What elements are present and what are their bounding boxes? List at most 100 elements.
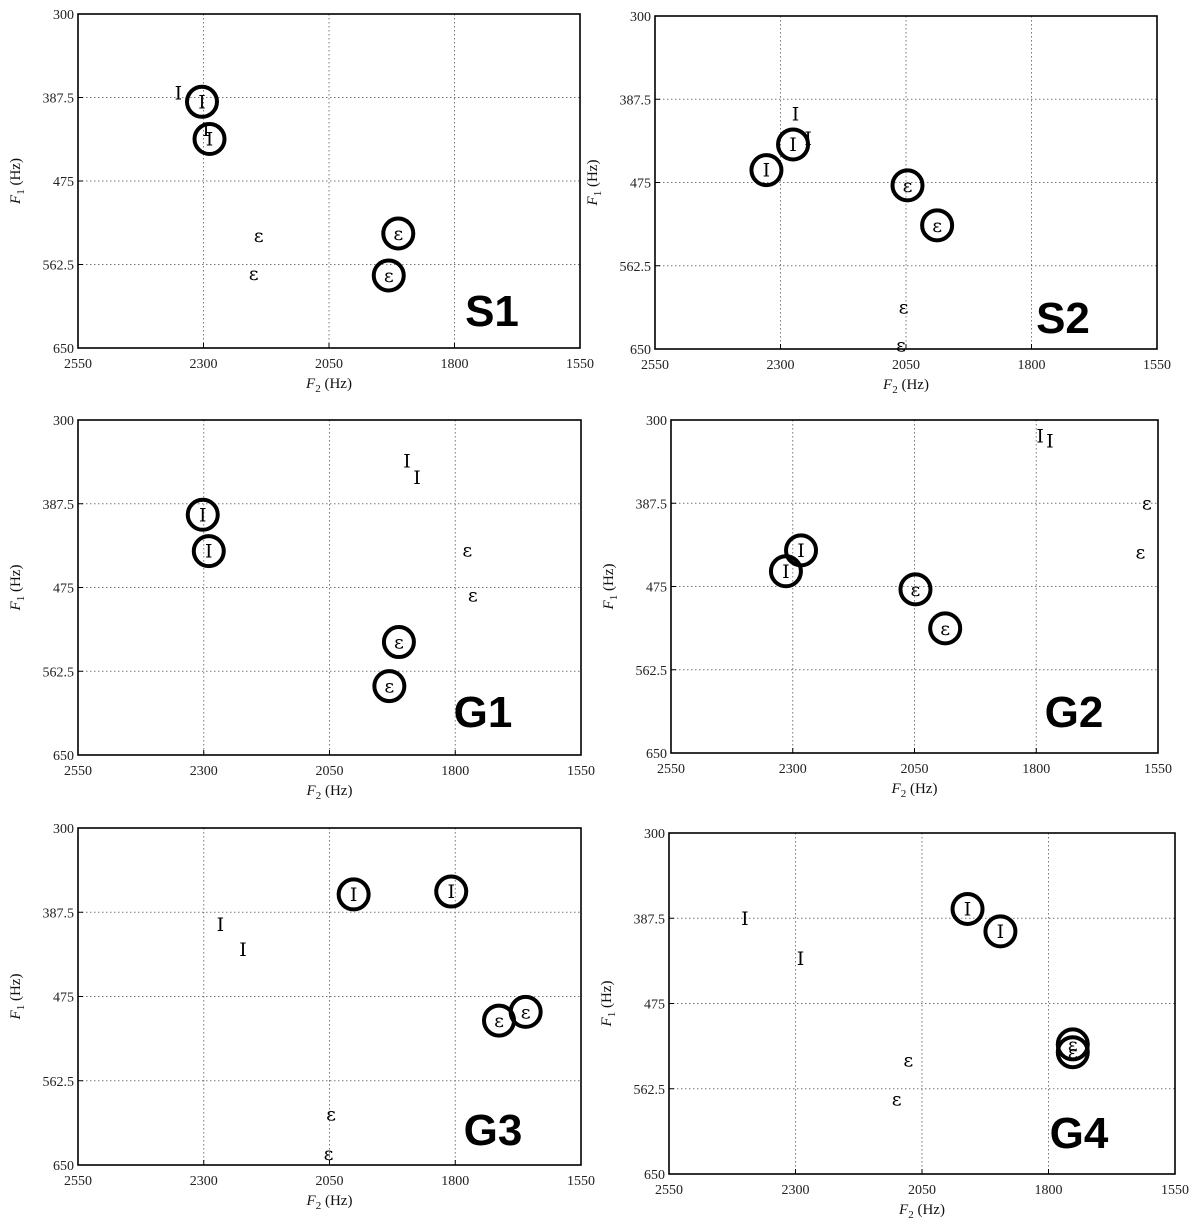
panel-label: S2 xyxy=(1036,294,1090,343)
vowel-symbol: ε xyxy=(899,297,909,319)
y-tick-label: 475 xyxy=(630,177,651,192)
vowel-point: I xyxy=(797,948,805,970)
vowel-symbol: I xyxy=(1046,430,1054,452)
point-ring xyxy=(371,258,406,293)
y-axis-label: F1 (Hz) xyxy=(585,160,604,207)
vowel-symbol: ε xyxy=(892,1088,902,1110)
x-tick-label: 1550 xyxy=(1143,358,1171,373)
circled-vowel-point: I xyxy=(185,497,220,532)
y-tick-label: 300 xyxy=(644,827,665,842)
vowel-symbol: ε xyxy=(911,579,921,601)
x-tick-label: 1800 xyxy=(1035,1183,1063,1198)
vowel-symbol: I xyxy=(350,884,358,906)
vowel-point: I xyxy=(413,467,421,489)
y-tick-label: 475 xyxy=(53,991,74,1006)
vowel-point: I xyxy=(741,908,749,930)
y-tick-label: 475 xyxy=(53,175,74,190)
x-tick-label: 2550 xyxy=(64,764,92,779)
x-axis-label: F2 (Hz) xyxy=(891,781,938,800)
x-tick-label: 2550 xyxy=(655,1183,683,1198)
vowel-point: I xyxy=(202,119,210,141)
x-tick-label: 1800 xyxy=(1018,358,1046,373)
panel-label: G2 xyxy=(1045,688,1104,737)
vowel-symbol: ε xyxy=(326,1103,336,1125)
vowel-symbol: I xyxy=(447,881,455,903)
panel-label: G4 xyxy=(1050,1109,1109,1158)
vowel-point: ε xyxy=(326,1103,336,1125)
vowel-point: ε xyxy=(249,263,259,285)
y-tick-label: 475 xyxy=(53,582,74,597)
y-tick-label: 387.5 xyxy=(43,498,75,513)
point-ring xyxy=(898,572,933,607)
point-ring xyxy=(185,497,220,532)
y-tick-label: 562.5 xyxy=(620,260,652,275)
y-axis-label: F1 (Hz) xyxy=(8,565,27,612)
y-tick-label: 475 xyxy=(646,581,667,596)
circled-vowel-point: I xyxy=(768,554,803,589)
y-tick-label: 650 xyxy=(53,749,74,764)
x-tick-label: 1550 xyxy=(1161,1183,1189,1198)
vowel-point: I xyxy=(403,451,411,473)
y-tick-label: 562.5 xyxy=(43,259,75,274)
point-ring xyxy=(890,168,925,203)
x-tick-label: 2550 xyxy=(641,358,669,373)
vowel-symbol: ε xyxy=(384,676,394,698)
x-tick-label: 2300 xyxy=(782,1183,810,1198)
x-tick-label: 2050 xyxy=(316,764,344,779)
point-ring xyxy=(950,891,985,926)
circled-vowel-point: I xyxy=(336,877,371,912)
panel-label: G3 xyxy=(464,1106,523,1155)
vowel-symbol: ε xyxy=(903,1050,913,1072)
vowel-symbol: I xyxy=(413,467,421,489)
y-tick-label: 650 xyxy=(646,747,667,762)
x-tick-label: 2050 xyxy=(316,1174,344,1189)
x-tick-label: 2550 xyxy=(64,357,92,372)
vowel-point: ε xyxy=(892,1088,902,1110)
point-ring xyxy=(776,127,811,162)
point-ring xyxy=(336,877,371,912)
vowel-symbol: ε xyxy=(1068,1042,1078,1064)
y-tick-label: 300 xyxy=(646,414,667,429)
x-tick-label: 2050 xyxy=(908,1183,936,1198)
x-tick-label: 1800 xyxy=(441,764,469,779)
vowel-point: I xyxy=(792,103,800,125)
x-tick-label: 1550 xyxy=(567,1174,595,1189)
circled-vowel-point: ε xyxy=(890,168,925,203)
panel-label: S1 xyxy=(465,287,519,336)
vowel-symbol: ε xyxy=(932,215,942,237)
vowel-point: I xyxy=(217,914,225,936)
vowel-point: ε xyxy=(324,1143,334,1165)
vowel-symbol: I xyxy=(797,948,805,970)
circled-vowel-point: I xyxy=(749,153,784,188)
point-ring xyxy=(191,534,226,569)
circled-vowel-point: ε xyxy=(381,216,416,251)
x-tick-label: 2050 xyxy=(901,762,929,777)
panel-g3: 2550 2300 2050 1800 1550 300 387.5 475 562.5 650 F… xyxy=(8,822,595,1212)
point-ring xyxy=(381,625,416,660)
y-tick-label: 562.5 xyxy=(634,1083,666,1098)
x-tick-label: 2550 xyxy=(657,762,685,777)
circled-vowel-point: I xyxy=(184,84,219,119)
vowel-point: I xyxy=(1046,430,1054,452)
x-tick-label: 1550 xyxy=(566,357,594,372)
circled-vowel-point: I xyxy=(192,122,227,157)
vowel-symbol: I xyxy=(199,504,207,526)
x-tick-label: 2300 xyxy=(190,1174,218,1189)
vowel-symbol: I xyxy=(964,898,972,920)
point-ring xyxy=(381,216,416,251)
vowel-symbol: ε xyxy=(494,1010,504,1032)
y-tick-label: 387.5 xyxy=(620,93,652,108)
vowel-symbol: I xyxy=(763,160,771,182)
vowel-point: I xyxy=(175,83,183,105)
vowel-symbol: ε xyxy=(462,540,472,562)
vowel-point: I xyxy=(239,939,247,961)
vowel-symbol: ε xyxy=(1142,492,1152,514)
vowel-symbol: ε xyxy=(249,263,259,285)
circled-vowel-point: ε xyxy=(928,611,963,646)
x-tick-label: 1800 xyxy=(441,1174,469,1189)
vowel-symbol: I xyxy=(198,91,206,113)
vowel-symbol: ε xyxy=(394,632,404,654)
vowel-symbol: I xyxy=(403,451,411,473)
x-tick-label: 1550 xyxy=(567,764,595,779)
panel-g1: 2550 2300 2050 1800 1550 300 387.5 475 562.5 650 F… xyxy=(8,414,595,802)
